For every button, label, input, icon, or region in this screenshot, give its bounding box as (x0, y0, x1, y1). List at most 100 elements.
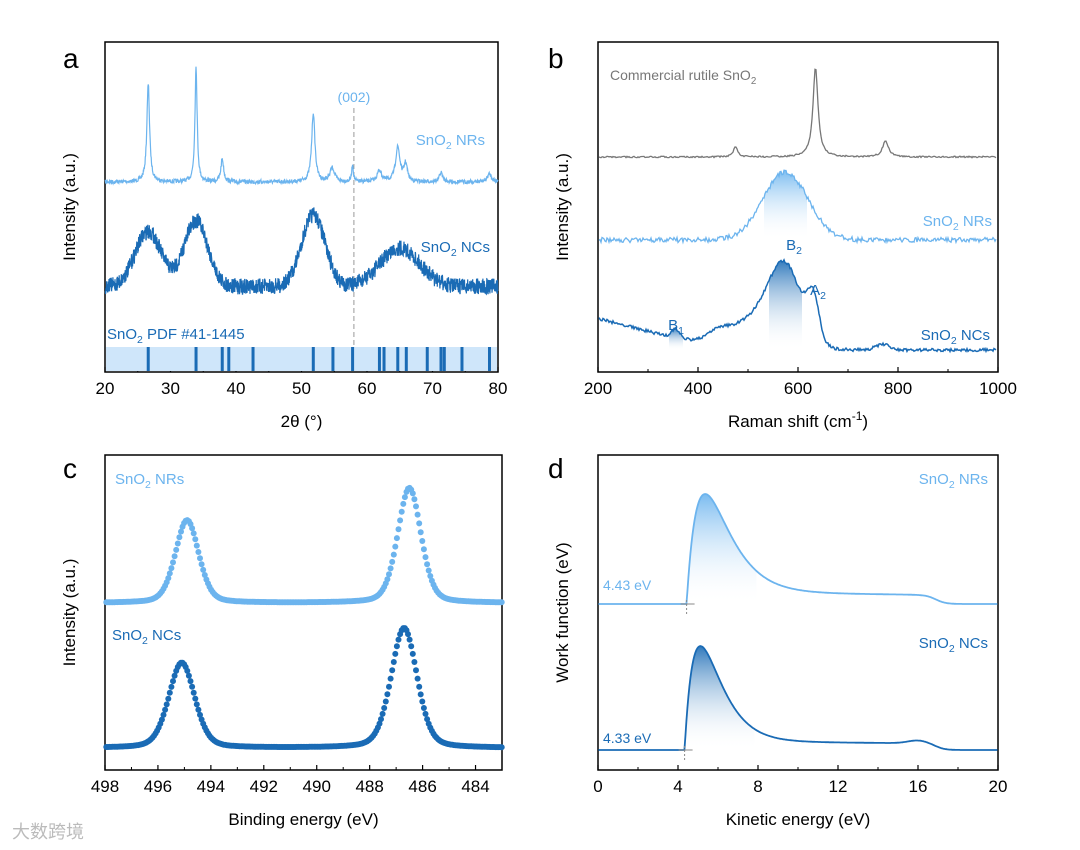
label-subscript: 2 (820, 290, 826, 302)
label-subscript: 2 (953, 221, 959, 233)
series-label-nrs: SnO2 NRs (115, 471, 184, 491)
raman-curve-ncs (598, 258, 997, 354)
x-axis-label: Raman shift (cm-1) (728, 409, 868, 431)
raman-fill-nrs (764, 170, 807, 240)
data-point (184, 667, 191, 674)
data-point (176, 534, 183, 541)
data-point (409, 490, 416, 497)
mode-label: B2 (786, 237, 802, 257)
x-tick-label: 1000 (979, 379, 1017, 398)
data-point (171, 672, 178, 679)
data-point (173, 546, 180, 553)
data-point (163, 701, 170, 708)
x-tick-label: 496 (144, 777, 172, 796)
label-text: SnO (919, 471, 949, 488)
label-subscript: 2 (751, 76, 756, 87)
data-point (417, 691, 424, 698)
x-tick-label: 494 (197, 777, 225, 796)
series-label-nrs: SnO2 NRs (919, 471, 988, 491)
data-point (170, 559, 176, 566)
data-point (498, 599, 505, 606)
label-text: NRs (959, 213, 992, 230)
data-point (398, 508, 405, 515)
x-tick-label: 498 (91, 777, 119, 796)
data-point (192, 536, 199, 543)
label-text: B (668, 317, 678, 334)
data-point (411, 496, 418, 503)
label-subscript: 2 (137, 334, 143, 346)
data-point (174, 540, 181, 547)
x-axis-label: Kinetic energy (eV) (726, 810, 871, 829)
label-text: PDF #41-1445 (143, 326, 245, 343)
x-tick-label: 16 (909, 777, 928, 796)
x-tick-label: 200 (584, 379, 612, 398)
data-point (195, 706, 202, 713)
label-subscript: 2 (949, 479, 955, 491)
data-point (414, 675, 421, 682)
x-axis-label-sup: -1 (852, 409, 863, 423)
data-point (384, 576, 391, 583)
data-point (158, 716, 165, 723)
data-point (419, 538, 426, 544)
y-axis-label: Work function (eV) (553, 542, 572, 682)
data-point (160, 711, 167, 718)
data-point (395, 636, 402, 643)
data-point (414, 511, 421, 518)
data-point (170, 678, 176, 685)
label-text: SnO (112, 627, 142, 644)
raman-curve-commercial (598, 68, 997, 159)
x-axis-label-end: ) (862, 412, 868, 431)
data-point (419, 698, 426, 705)
label-text: SnO (921, 327, 951, 344)
data-point (424, 716, 431, 723)
data-point (393, 643, 400, 650)
label-text: NCs (955, 635, 988, 652)
label-text: SnO (416, 132, 446, 149)
y-axis-label: Intensity (a.u.) (60, 153, 79, 261)
series-label-ncs: SnO2 NCs (921, 327, 990, 347)
reference-label: SnO2 PDF #41-1445 (107, 326, 245, 346)
series-label-nrs: SnO2 NRs (923, 213, 992, 233)
label-subscript: 2 (142, 635, 148, 647)
x-tick-label: 8 (753, 777, 762, 796)
x-tick-label: 20 (96, 379, 115, 398)
label-subscript: 2 (796, 245, 802, 257)
data-point (193, 542, 200, 549)
series-label-ncs: SnO2 NCs (421, 239, 490, 259)
data-point (168, 565, 175, 572)
data-point (190, 689, 197, 696)
x-tick-label: 60 (358, 379, 377, 398)
x-tick-label: 20 (989, 777, 1008, 796)
data-point (416, 683, 423, 690)
data-point (411, 659, 418, 665)
label-text: A (810, 282, 820, 299)
data-point (424, 561, 431, 568)
data-point (378, 716, 384, 723)
data-point (200, 566, 207, 573)
panel-letter-d: d (548, 453, 564, 484)
data-point (166, 689, 173, 696)
data-point (381, 705, 388, 711)
annotation-002: (002) (338, 89, 371, 105)
data-point (392, 650, 399, 657)
x-tick-label: 70 (423, 379, 442, 398)
data-point (166, 570, 173, 577)
x-axis-label: Binding energy (eV) (228, 810, 378, 829)
label-text: SnO (919, 635, 949, 652)
data-point (408, 643, 415, 650)
data-point (390, 659, 397, 665)
y-axis-label: Intensity (a.u.) (553, 153, 572, 261)
onset-label-nrs: 4.43 eV (603, 577, 652, 593)
data-point (400, 500, 407, 507)
data-point (389, 667, 396, 674)
raman-curve-nrs (598, 169, 997, 245)
x-tick-label: 400 (684, 379, 712, 398)
x-tick-label: 492 (250, 777, 278, 796)
data-point (420, 546, 427, 553)
data-point (387, 675, 394, 682)
reference-band (106, 347, 497, 371)
label-text: NCs (957, 327, 990, 344)
data-point (197, 711, 203, 718)
series-label-ncs: SnO2 NCs (919, 635, 988, 655)
